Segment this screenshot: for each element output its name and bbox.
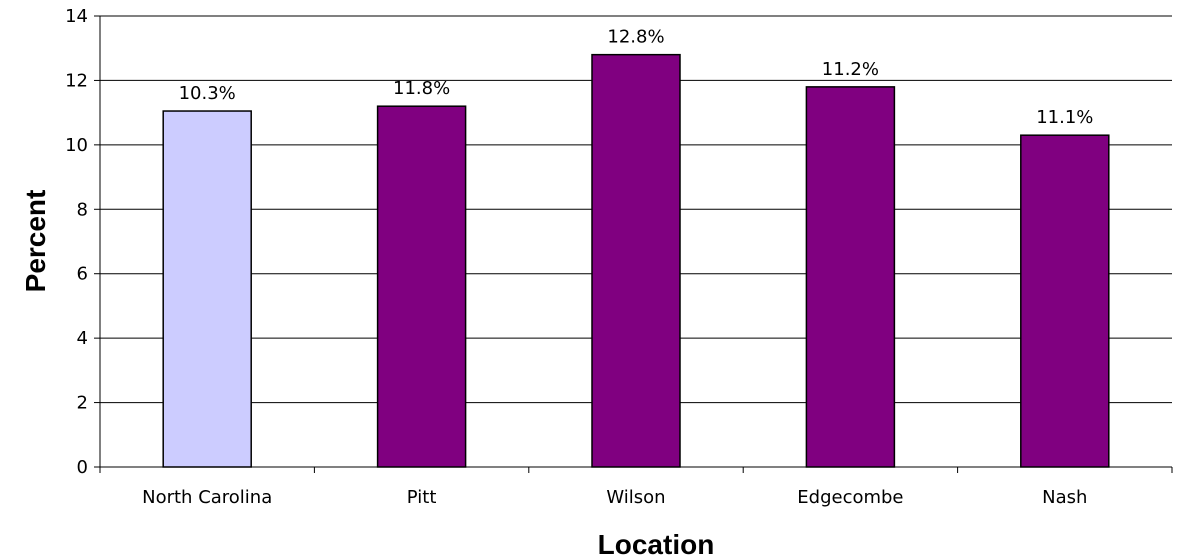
bar-nash xyxy=(1020,134,1110,468)
bar-wilson xyxy=(591,53,681,468)
bars xyxy=(162,53,1110,468)
y-axis-title: Percent xyxy=(20,190,51,293)
data-label-north-carolina: 10.3% xyxy=(179,83,236,104)
y-tick-label-8: 8 xyxy=(77,199,88,220)
x-tick-label-pitt: Pitt xyxy=(407,487,437,508)
data-label-wilson: 12.8% xyxy=(607,27,664,48)
data-label-pitt: 11.8% xyxy=(393,78,450,99)
x-tick-label-north-carolina: North Carolina xyxy=(142,487,272,508)
y-tick-label-10: 10 xyxy=(65,135,88,156)
bar-pitt xyxy=(376,105,467,468)
x-axis-title: Location xyxy=(598,529,715,560)
data-label-nash: 11.1% xyxy=(1036,107,1093,128)
bar-edgecombe xyxy=(805,86,896,468)
axes xyxy=(94,15,1173,473)
y-tick-label-6: 6 xyxy=(77,264,88,285)
y-tick-label-2: 2 xyxy=(77,393,88,414)
x-tick-label-nash: Nash xyxy=(1042,487,1087,508)
labels: 0 2 4 6 8 10 12 14 10.3% North Carolina 11.8% Pitt 1… xyxy=(65,6,1093,508)
x-tick-label-wilson: Wilson xyxy=(606,487,665,508)
y-tick-label-12: 12 xyxy=(65,70,88,91)
x-tick-label-edgecombe: Edgecombe xyxy=(797,487,903,508)
y-tick-label-14: 14 xyxy=(65,6,88,27)
y-tick-label-4: 4 xyxy=(77,328,88,349)
data-label-edgecombe: 11.2% xyxy=(822,59,879,80)
bar-north-carolina xyxy=(162,110,252,468)
y-tick-label-0: 0 xyxy=(77,457,88,478)
